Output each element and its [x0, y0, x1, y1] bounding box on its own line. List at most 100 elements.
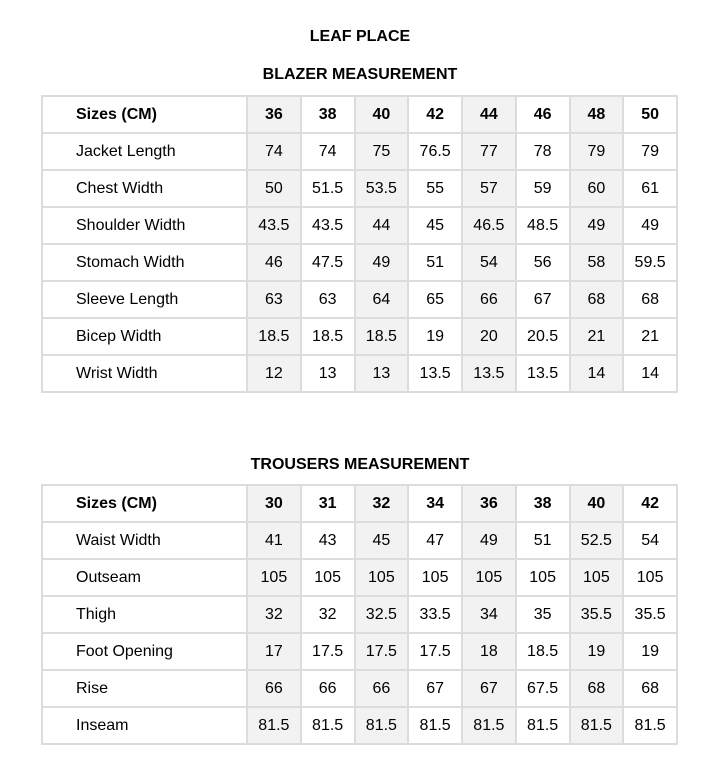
measurement-cell: 21: [622, 317, 678, 356]
trousers-size-table: Sizes (CM) 30 31 32 34 36 38 40 42 Waist Width 41 4…: [41, 484, 678, 745]
measurement-cell: 13: [299, 354, 356, 393]
table-row: Sleeve Length 63 63 64 65 66 67 68 68: [41, 280, 678, 319]
measurement-cell: 81.5: [407, 706, 463, 745]
measurement-cell: 79: [622, 132, 678, 171]
measurement-cell: 51: [407, 243, 463, 282]
table-row: Outseam 105 105 105 105 105 105 105 105: [41, 558, 678, 597]
measurement-cell: 18.5: [299, 317, 356, 356]
measurement-cell: 18.5: [353, 317, 410, 356]
row-label: Sleeve Length: [41, 280, 248, 319]
measurement-cell: 17.5: [353, 632, 410, 671]
row-label: Foot Opening: [41, 632, 248, 671]
measurement-cell: 74: [246, 132, 302, 171]
measurement-cell: 13: [353, 354, 410, 393]
size-header: 30: [246, 484, 302, 523]
measurement-cell: 57: [461, 169, 517, 208]
measurement-cell: 19: [407, 317, 463, 356]
measurement-cell: 18: [461, 632, 517, 671]
row-label: Stomach Width: [41, 243, 248, 282]
measurement-cell: 48.5: [514, 206, 571, 245]
measurement-cell: 105: [299, 558, 356, 597]
size-header: 40: [568, 484, 625, 523]
measurement-cell: 105: [461, 558, 517, 597]
row-label: Waist Width: [41, 521, 248, 560]
measurement-cell: 51.5: [299, 169, 356, 208]
size-header: 31: [299, 484, 356, 523]
table-row: Foot Opening 17 17.5 17.5 17.5 18 18.5 19 19: [41, 632, 678, 671]
measurement-cell: 78: [514, 132, 571, 171]
measurement-cell: 35: [514, 595, 571, 634]
measurement-cell: 14: [568, 354, 625, 393]
size-header: 42: [407, 95, 463, 134]
size-header: 44: [461, 95, 517, 134]
measurement-cell: 81.5: [461, 706, 517, 745]
measurement-cell: 43: [299, 521, 356, 560]
table-row: Bicep Width 18.5 18.5 18.5 19 20 20.5 21 21: [41, 317, 678, 356]
measurement-cell: 55: [407, 169, 463, 208]
measurement-cell: 61: [622, 169, 678, 208]
measurement-cell: 60: [568, 169, 625, 208]
measurement-cell: 49: [622, 206, 678, 245]
header-label: Sizes (CM): [41, 484, 248, 523]
measurement-cell: 20.5: [514, 317, 571, 356]
size-header: 50: [622, 95, 678, 134]
measurement-cell: 81.5: [353, 706, 410, 745]
size-header: 38: [299, 95, 356, 134]
measurement-cell: 13.5: [461, 354, 517, 393]
measurement-cell: 12: [246, 354, 302, 393]
measurement-cell: 66: [299, 669, 356, 708]
measurement-cell: 81.5: [622, 706, 678, 745]
measurement-cell: 67.5: [514, 669, 571, 708]
size-header: 32: [353, 484, 410, 523]
blazer-title: BLAZER MEASUREMENT: [262, 66, 458, 83]
table-header-row: Sizes (CM) 30 31 32 34 36 38 40 42: [41, 484, 678, 523]
measurement-cell: 66: [246, 669, 302, 708]
table-row: Rise 66 66 66 67 67 67.5 68 68: [41, 669, 678, 708]
measurement-cell: 18.5: [246, 317, 302, 356]
measurement-cell: 56: [514, 243, 571, 282]
measurement-cell: 41: [246, 521, 302, 560]
measurement-cell: 17: [246, 632, 302, 671]
measurement-cell: 35.5: [568, 595, 625, 634]
measurement-cell: 21: [568, 317, 625, 356]
measurement-cell: 53.5: [353, 169, 410, 208]
row-label: Shoulder Width: [41, 206, 248, 245]
table-row: Thigh 32 32 32.5 33.5 34 35 35.5 35.5: [41, 595, 678, 634]
measurement-cell: 105: [622, 558, 678, 597]
measurement-cell: 51: [514, 521, 571, 560]
measurement-cell: 32: [299, 595, 356, 634]
table-row: Shoulder Width 43.5 43.5 44 45 46.5 48.5 49 49: [41, 206, 678, 245]
measurement-cell: 14: [622, 354, 678, 393]
row-label: Wrist Width: [41, 354, 248, 393]
measurement-cell: 77: [461, 132, 517, 171]
table-row: Waist Width 41 43 45 47 49 51 52.5 54: [41, 521, 678, 560]
measurement-cell: 46: [246, 243, 302, 282]
measurement-cell: 49: [568, 206, 625, 245]
measurement-cell: 68: [568, 669, 625, 708]
measurement-cell: 20: [461, 317, 517, 356]
measurement-cell: 81.5: [299, 706, 356, 745]
measurement-cell: 52.5: [568, 521, 625, 560]
size-header: 46: [514, 95, 571, 134]
size-header: 42: [622, 484, 678, 523]
measurement-cell: 68: [622, 669, 678, 708]
table-row: Wrist Width 12 13 13 13.5 13.5 13.5 14 14: [41, 354, 678, 393]
row-label: Jacket Length: [41, 132, 248, 171]
measurement-cell: 54: [622, 521, 678, 560]
measurement-cell: 43.5: [299, 206, 356, 245]
measurement-cell: 81.5: [246, 706, 302, 745]
measurement-cell: 76.5: [407, 132, 463, 171]
size-header: 36: [246, 95, 302, 134]
table-row: Inseam 81.5 81.5 81.5 81.5 81.5 81.5 81.5 81.5: [41, 706, 678, 745]
row-label: Rise: [41, 669, 248, 708]
measurement-cell: 67: [407, 669, 463, 708]
row-label: Chest Width: [41, 169, 248, 208]
measurement-cell: 47: [407, 521, 463, 560]
measurement-cell: 44: [353, 206, 410, 245]
measurement-cell: 54: [461, 243, 517, 282]
measurement-cell: 19: [568, 632, 625, 671]
size-header: 36: [461, 484, 517, 523]
measurement-cell: 17.5: [407, 632, 463, 671]
measurement-cell: 66: [353, 669, 410, 708]
measurement-cell: 32: [246, 595, 302, 634]
